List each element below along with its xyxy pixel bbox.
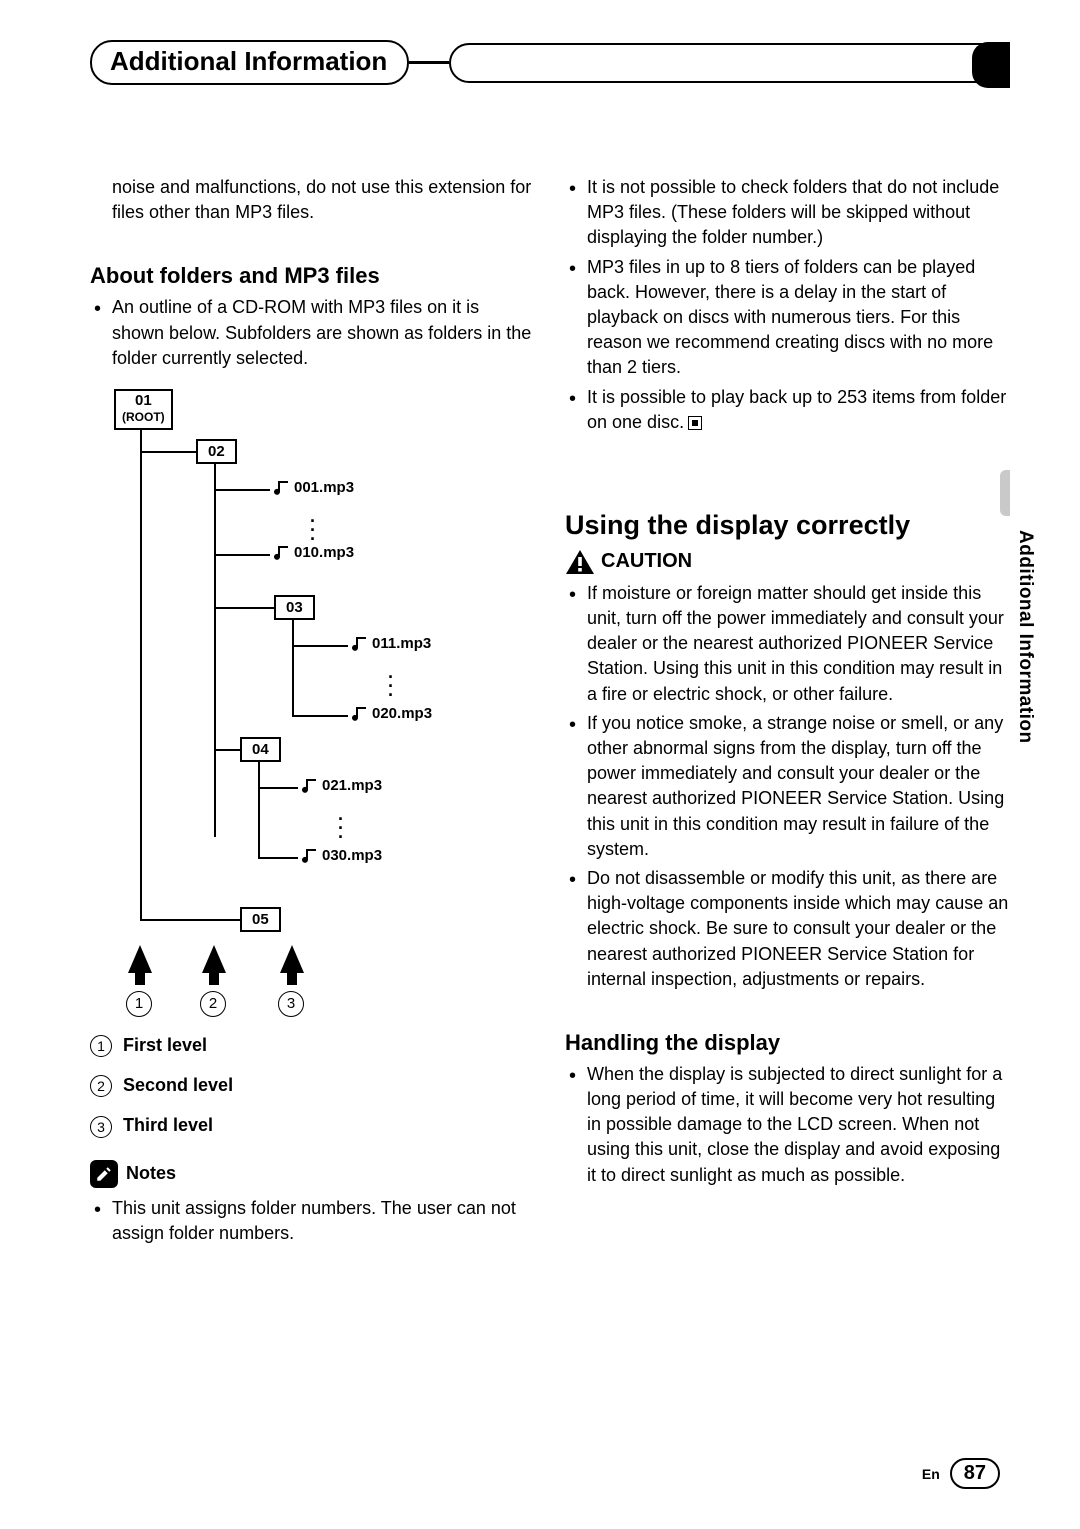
legend-label-1: First level bbox=[123, 1035, 207, 1055]
caution-header: CAUTION bbox=[565, 549, 1010, 575]
folder-05: 05 bbox=[240, 907, 281, 932]
notes-bullet: This unit assigns folder numbers. The us… bbox=[90, 1196, 535, 1246]
pencil-icon bbox=[90, 1160, 118, 1188]
legend-num-1: 1 bbox=[90, 1035, 112, 1057]
warning-icon bbox=[565, 549, 595, 575]
notes-header: Notes bbox=[90, 1160, 535, 1188]
caution-bullet-3: Do not disassemble or modify this unit, … bbox=[565, 866, 1010, 992]
header-bar: Additional Information bbox=[90, 40, 1010, 85]
handling-bullet: When the display is subjected to direct … bbox=[565, 1062, 1010, 1188]
level-marker-3: 3 bbox=[278, 991, 304, 1017]
legend-row-3: 3 Third level bbox=[90, 1115, 535, 1137]
music-note-icon bbox=[352, 635, 368, 653]
vdots: ··· bbox=[388, 673, 394, 700]
info-bullet-2: MP3 files in up to 8 tiers of folders ca… bbox=[565, 255, 1010, 381]
folder-04: 04 bbox=[240, 737, 281, 762]
file-020: 020.mp3 bbox=[352, 705, 432, 723]
file-010: 010.mp3 bbox=[274, 544, 354, 562]
about-list: An outline of a CD-ROM with MP3 files on… bbox=[90, 295, 535, 371]
caution-list: If moisture or foreign matter should get… bbox=[565, 581, 1010, 992]
file-021: 021.mp3 bbox=[302, 777, 382, 795]
info-bullet-3: It is possible to play back up to 253 it… bbox=[565, 385, 1010, 435]
legend-row-2: 2 Second level bbox=[90, 1075, 535, 1097]
music-note-icon bbox=[274, 544, 290, 562]
content-columns: noise and malfunctions, do not use this … bbox=[90, 175, 1010, 1250]
music-note-icon bbox=[302, 777, 318, 795]
folder-root-label: (ROOT) bbox=[122, 410, 165, 424]
page: Appendix Additional Information Addition… bbox=[0, 0, 1080, 1529]
legend-label-2: Second level bbox=[123, 1075, 233, 1095]
heading-handling-display: Handling the display bbox=[565, 1030, 1010, 1056]
right-column: It is not possible to check folders that… bbox=[565, 175, 1010, 1250]
vdots: ··· bbox=[338, 815, 344, 842]
file-011: 011.mp3 bbox=[352, 635, 431, 653]
about-bullet: An outline of a CD-ROM with MP3 files on… bbox=[90, 295, 535, 371]
level-marker-2: 2 bbox=[200, 991, 226, 1017]
up-arrow-icon bbox=[128, 945, 152, 973]
folder-root: 01 (ROOT) bbox=[114, 389, 173, 430]
notes-label: Notes bbox=[126, 1163, 176, 1184]
info-bullet-1: It is not possible to check folders that… bbox=[565, 175, 1010, 251]
folder-02: 02 bbox=[196, 439, 237, 464]
notes-list: This unit assigns folder numbers. The us… bbox=[90, 1196, 535, 1246]
page-footer: En 87 bbox=[922, 1458, 1000, 1489]
legend-num-2: 2 bbox=[90, 1075, 112, 1097]
side-section-label: Additional Information bbox=[1014, 530, 1036, 744]
file-001: 001.mp3 bbox=[274, 479, 354, 497]
legend-row-1: 1 First level bbox=[90, 1035, 535, 1057]
vdots: ··· bbox=[310, 517, 316, 544]
footer-page-number: 87 bbox=[950, 1458, 1000, 1489]
folder-03: 03 bbox=[274, 595, 315, 620]
up-arrow-icon bbox=[280, 945, 304, 973]
music-note-icon bbox=[274, 479, 290, 497]
legend-num-3: 3 bbox=[90, 1116, 112, 1138]
folder-tree-diagram: 01 (ROOT) 02 001.mp3 ··· bbox=[110, 389, 535, 1019]
caution-bullet-2: If you notice smoke, a strange noise or … bbox=[565, 711, 1010, 862]
file-030: 030.mp3 bbox=[302, 847, 382, 865]
handling-list: When the display is subjected to direct … bbox=[565, 1062, 1010, 1188]
folder-root-num: 01 bbox=[135, 392, 152, 409]
footer-lang: En bbox=[922, 1466, 940, 1482]
music-note-icon bbox=[352, 705, 368, 723]
level-marker-1: 1 bbox=[126, 991, 152, 1017]
diagram-legend: 1 First level 2 Second level 3 Third lev… bbox=[90, 1035, 535, 1138]
top-info-list: It is not possible to check folders that… bbox=[565, 175, 1010, 435]
title-connector bbox=[409, 61, 449, 64]
heading-using-display: Using the display correctly bbox=[565, 510, 1010, 541]
header-pill bbox=[449, 43, 1010, 83]
intro-text: noise and malfunctions, do not use this … bbox=[112, 175, 535, 225]
side-accent bbox=[1000, 470, 1010, 516]
stop-icon bbox=[688, 416, 702, 430]
heading-about-folders: About folders and MP3 files bbox=[90, 263, 535, 289]
up-arrow-icon bbox=[202, 945, 226, 973]
left-column: noise and malfunctions, do not use this … bbox=[90, 175, 535, 1250]
page-title: Additional Information bbox=[90, 40, 409, 85]
caution-bullet-1: If moisture or foreign matter should get… bbox=[565, 581, 1010, 707]
music-note-icon bbox=[302, 847, 318, 865]
legend-label-3: Third level bbox=[123, 1115, 213, 1135]
caution-label: CAUTION bbox=[601, 550, 692, 573]
